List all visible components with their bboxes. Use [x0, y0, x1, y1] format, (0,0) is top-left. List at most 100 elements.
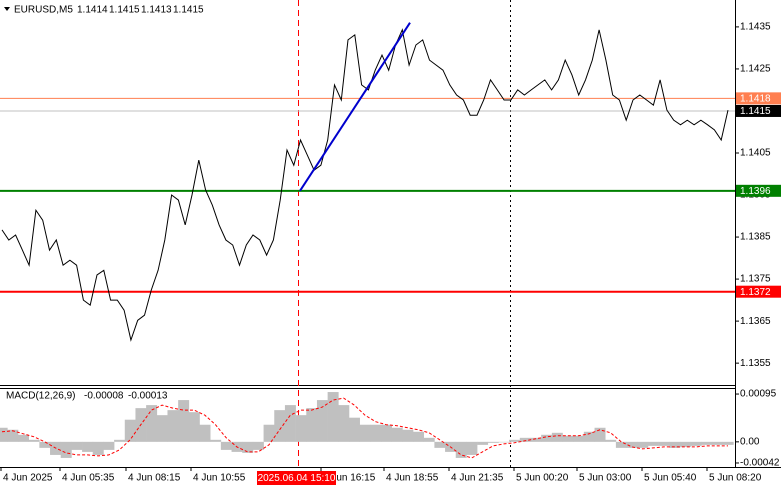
x-tick-label: 5 Jun 05:40: [644, 473, 697, 484]
histogram-bar: [242, 441, 254, 453]
histogram-bar: [156, 415, 168, 442]
histogram-bar: [124, 419, 136, 442]
histogram-bar: [562, 435, 574, 442]
histogram-bar: [413, 431, 425, 442]
x-tick-label: 5 Jun 03:00: [579, 473, 632, 484]
histogram-bar: [39, 441, 51, 448]
histogram-bar: [519, 437, 531, 442]
histogram-bar: [220, 441, 232, 450]
trendline: [299, 22, 411, 192]
y-tick-label: 1.1365: [740, 316, 771, 327]
y-tick-label: 0.00: [740, 436, 760, 447]
histogram-bar: [466, 441, 478, 455]
histogram-bar: [423, 437, 435, 442]
histogram-bar: [348, 417, 360, 442]
cursor-time-box: [257, 471, 336, 485]
symbol-menu-icon[interactable]: [4, 7, 10, 11]
y-tick-label: 1.1375: [740, 274, 771, 285]
histogram-bar: [327, 392, 339, 442]
histogram-bar: [18, 434, 29, 442]
histogram-bar: [658, 441, 670, 446]
histogram-bar: [381, 424, 392, 442]
histogram-bar: [647, 441, 659, 446]
ohlc-value: 1.1413: [141, 5, 172, 16]
histogram-bar: [71, 441, 83, 450]
histogram-bar: [210, 439, 222, 442]
level-label-box: [736, 184, 781, 197]
x-tick-label: 4 Jun 21:35: [451, 473, 504, 484]
ohlc-value: 1.1415: [109, 5, 140, 16]
y-tick-label: 1.1405: [740, 148, 771, 159]
y-tick-label: 1.1425: [740, 64, 771, 75]
histogram-bar: [551, 432, 563, 442]
x-tick-label: 4 Jun 05:35: [62, 473, 115, 484]
x-tick-label: 4 Jun 16:15: [323, 473, 376, 484]
histogram-bar: [0, 427, 8, 442]
histogram-bar: [274, 410, 286, 442]
y-tick-label: 1.1385: [740, 232, 771, 243]
histogram-bar: [359, 424, 371, 442]
histogram-bar: [295, 415, 307, 442]
price-line: [1, 28, 729, 342]
histogram-bar: [146, 405, 158, 442]
histogram-bar: [690, 441, 702, 446]
indicator-value: -0.00013: [128, 391, 168, 402]
level-label: 1.1396: [740, 186, 771, 197]
histogram-bar: [594, 427, 606, 442]
histogram-bar: [284, 405, 296, 442]
histogram-bar: [338, 405, 350, 442]
indicator-title: MACD(12,26,9): [6, 391, 75, 402]
histogram-bar: [402, 429, 414, 442]
histogram-bar: [605, 439, 617, 442]
histogram-bar: [92, 441, 104, 455]
indicator-value: -0.00008: [84, 391, 124, 402]
histogram-bar: [669, 441, 681, 448]
y-tick-label: -0.00042: [740, 458, 780, 469]
histogram-bar: [626, 441, 638, 448]
x-tick-label: 4 Jun 10:55: [193, 473, 246, 484]
histogram-bar: [7, 429, 19, 442]
histogram-bar: [637, 441, 649, 448]
histogram-bar: [455, 441, 467, 458]
histogram-bar: [178, 400, 190, 442]
histogram-bar: [188, 412, 200, 442]
y-tick-label: 0.00095: [740, 389, 777, 400]
histogram-bar: [28, 439, 40, 442]
x-tick-label: 4 Jun 08:15: [128, 473, 181, 484]
histogram-bar: [114, 439, 126, 442]
histogram-bar: [487, 441, 499, 443]
x-tick-label: 4 Jun 2025: [3, 473, 53, 484]
level-label: 1.1418: [740, 93, 771, 104]
level-label: 1.1415: [740, 106, 771, 117]
histogram-bar: [82, 441, 94, 452]
histogram-bar: [679, 441, 691, 447]
histogram-bar: [370, 424, 382, 442]
y-tick-label: 1.1435: [740, 22, 771, 33]
histogram-bar: [509, 439, 521, 442]
histogram-bar: [316, 400, 328, 442]
histogram-bar: [252, 441, 264, 450]
level-label-box: [736, 104, 781, 117]
histogram-bar: [391, 427, 403, 442]
ohlc-value: 1.1414: [77, 5, 108, 16]
histogram-bar: [711, 441, 723, 445]
x-tick-label: 5 Jun 00:20: [516, 473, 569, 484]
x-tick-label: 4 Jun 18:55: [386, 473, 439, 484]
histogram-bar: [306, 408, 318, 442]
ohlc-value: 1.1415: [173, 5, 204, 16]
histogram-bar: [103, 441, 115, 450]
signal-line: [1, 397, 728, 459]
x-tick-label: 5 Jun 08:20: [709, 473, 762, 484]
level-label-box: [736, 285, 781, 298]
histogram-bar: [434, 441, 446, 448]
histogram-bar: [573, 435, 585, 442]
symbol-label: EURUSD,M5: [14, 5, 73, 16]
histogram-bar: [583, 431, 595, 442]
level-label: 1.1372: [740, 287, 771, 298]
histogram-bar: [263, 424, 275, 442]
histogram-bar: [701, 441, 713, 445]
histogram-bar: [477, 441, 489, 445]
histogram-bar: [530, 437, 542, 442]
